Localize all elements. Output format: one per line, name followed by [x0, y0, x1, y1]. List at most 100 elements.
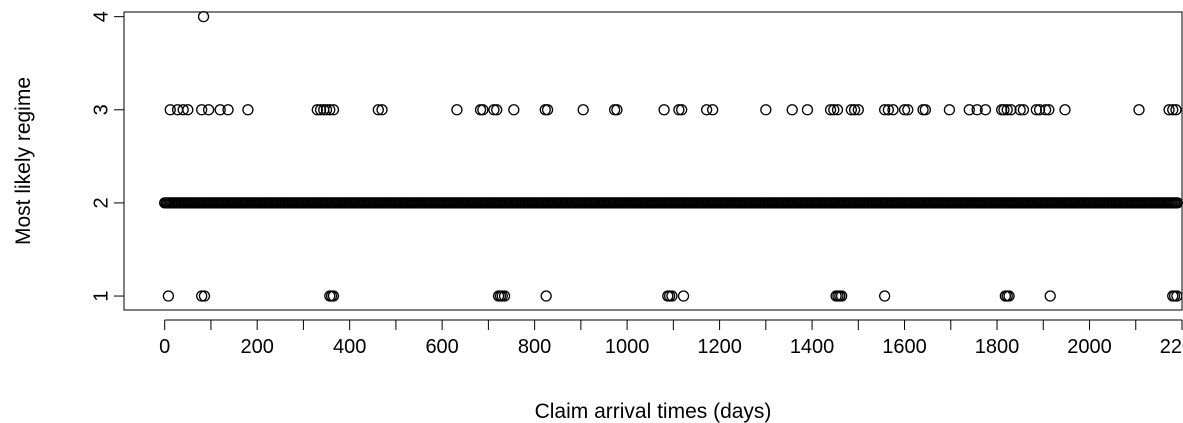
- data-point: [539, 104, 551, 116]
- data-point: [1163, 104, 1175, 116]
- plot-frame: [123, 11, 1183, 311]
- data-point: [488, 104, 500, 116]
- data-point: [324, 104, 336, 116]
- x-tick-label: 1600: [882, 336, 927, 358]
- x-tick-label: 800: [518, 336, 551, 358]
- data-point: [998, 104, 1010, 116]
- data-point: [677, 290, 690, 302]
- data-point: [314, 104, 327, 116]
- data-point: [898, 104, 911, 116]
- data-point: [700, 104, 713, 116]
- data-point: [474, 104, 487, 116]
- data-point: [214, 104, 226, 116]
- x-tick-label: 400: [333, 336, 366, 358]
- data-point: [182, 104, 194, 116]
- x-tick-label: 1400: [790, 336, 835, 358]
- data-point: [477, 104, 489, 116]
- data-point: [943, 104, 956, 116]
- data-point: [1017, 104, 1030, 116]
- x-tick-label: 2000: [1067, 336, 1112, 358]
- data-point: [707, 104, 719, 116]
- data-point: [372, 104, 384, 116]
- data-point: [327, 290, 340, 302]
- data-point: [848, 104, 861, 116]
- data-point: [1171, 290, 1183, 302]
- data-point: [198, 290, 211, 302]
- x-tick-label: 200: [240, 336, 273, 358]
- data-point: [451, 104, 463, 116]
- data-point: [376, 104, 388, 116]
- data-point: [1133, 104, 1145, 116]
- x-axis-title: Claim arrival times (days): [535, 400, 772, 423]
- data-point: [666, 290, 678, 302]
- data-point: [222, 104, 234, 116]
- x-axis: 0 200 400 600 800 1000 1200 1400 1600 1800 2000 220…: [159, 319, 1183, 358]
- data-point: [541, 104, 554, 116]
- x-tick-label: 1200: [697, 336, 742, 358]
- data-point: [197, 11, 210, 23]
- data-point: [1167, 104, 1179, 116]
- data-point: [760, 104, 772, 116]
- data-point: [882, 104, 895, 116]
- data-point: [311, 104, 323, 116]
- data-point: [1014, 104, 1026, 116]
- y-tick-label: 4: [90, 11, 112, 22]
- data-point: [676, 104, 688, 116]
- data-point: [831, 104, 844, 116]
- data-point: [164, 104, 176, 116]
- data-point: [919, 104, 932, 116]
- data-point: [1044, 290, 1056, 302]
- y-axis: 1 2 3 4: [90, 11, 125, 302]
- data-point: [902, 104, 914, 116]
- data-point: [963, 104, 975, 116]
- data-point: [611, 104, 623, 116]
- data-point: [786, 104, 798, 116]
- data-point: [491, 104, 503, 116]
- axes: [123, 11, 1183, 311]
- x-tick-label: 0: [159, 336, 170, 358]
- data-point: [242, 104, 254, 116]
- data-point: [320, 104, 333, 116]
- data-point: [202, 104, 215, 116]
- data-point: [1039, 104, 1052, 116]
- x-tick-label: 1800: [975, 336, 1020, 358]
- data-point: [540, 290, 552, 302]
- data-point: [801, 104, 814, 116]
- data-point: [673, 104, 685, 116]
- x-tick-label: 2200: [1160, 336, 1183, 358]
- data-point: [508, 104, 520, 116]
- data-point: [879, 290, 891, 302]
- data-point: [1043, 104, 1055, 116]
- data-point: [162, 290, 175, 302]
- data-point: [887, 104, 899, 116]
- data-point: [1171, 197, 1183, 209]
- data-point: [879, 104, 891, 116]
- data-point: [608, 104, 621, 116]
- data-points: [159, 11, 1183, 302]
- data-point: [845, 104, 858, 116]
- data-point: [852, 104, 864, 116]
- data-point: [824, 104, 837, 116]
- data-point: [917, 104, 929, 116]
- x-tick-label: 600: [425, 336, 458, 358]
- data-point: [828, 104, 840, 116]
- x-tick-label: 1000: [605, 336, 650, 358]
- data-point: [1003, 290, 1015, 302]
- y-tick-label: 3: [90, 104, 112, 115]
- data-point: [1033, 104, 1046, 116]
- data-point: [498, 290, 511, 302]
- data-point: [196, 290, 208, 302]
- data-point: [971, 104, 983, 116]
- data-point: [177, 104, 189, 116]
- y-axis-title: Most likely regime: [12, 77, 35, 245]
- y-tick-label: 1: [90, 290, 112, 301]
- data-point: [836, 290, 848, 302]
- data-point: [658, 104, 670, 116]
- data-point: [1059, 104, 1071, 116]
- data-point: [196, 104, 208, 116]
- data-point: [1170, 104, 1182, 116]
- data-point: [979, 104, 992, 116]
- data-point: [327, 104, 340, 116]
- data-point: [1030, 104, 1042, 116]
